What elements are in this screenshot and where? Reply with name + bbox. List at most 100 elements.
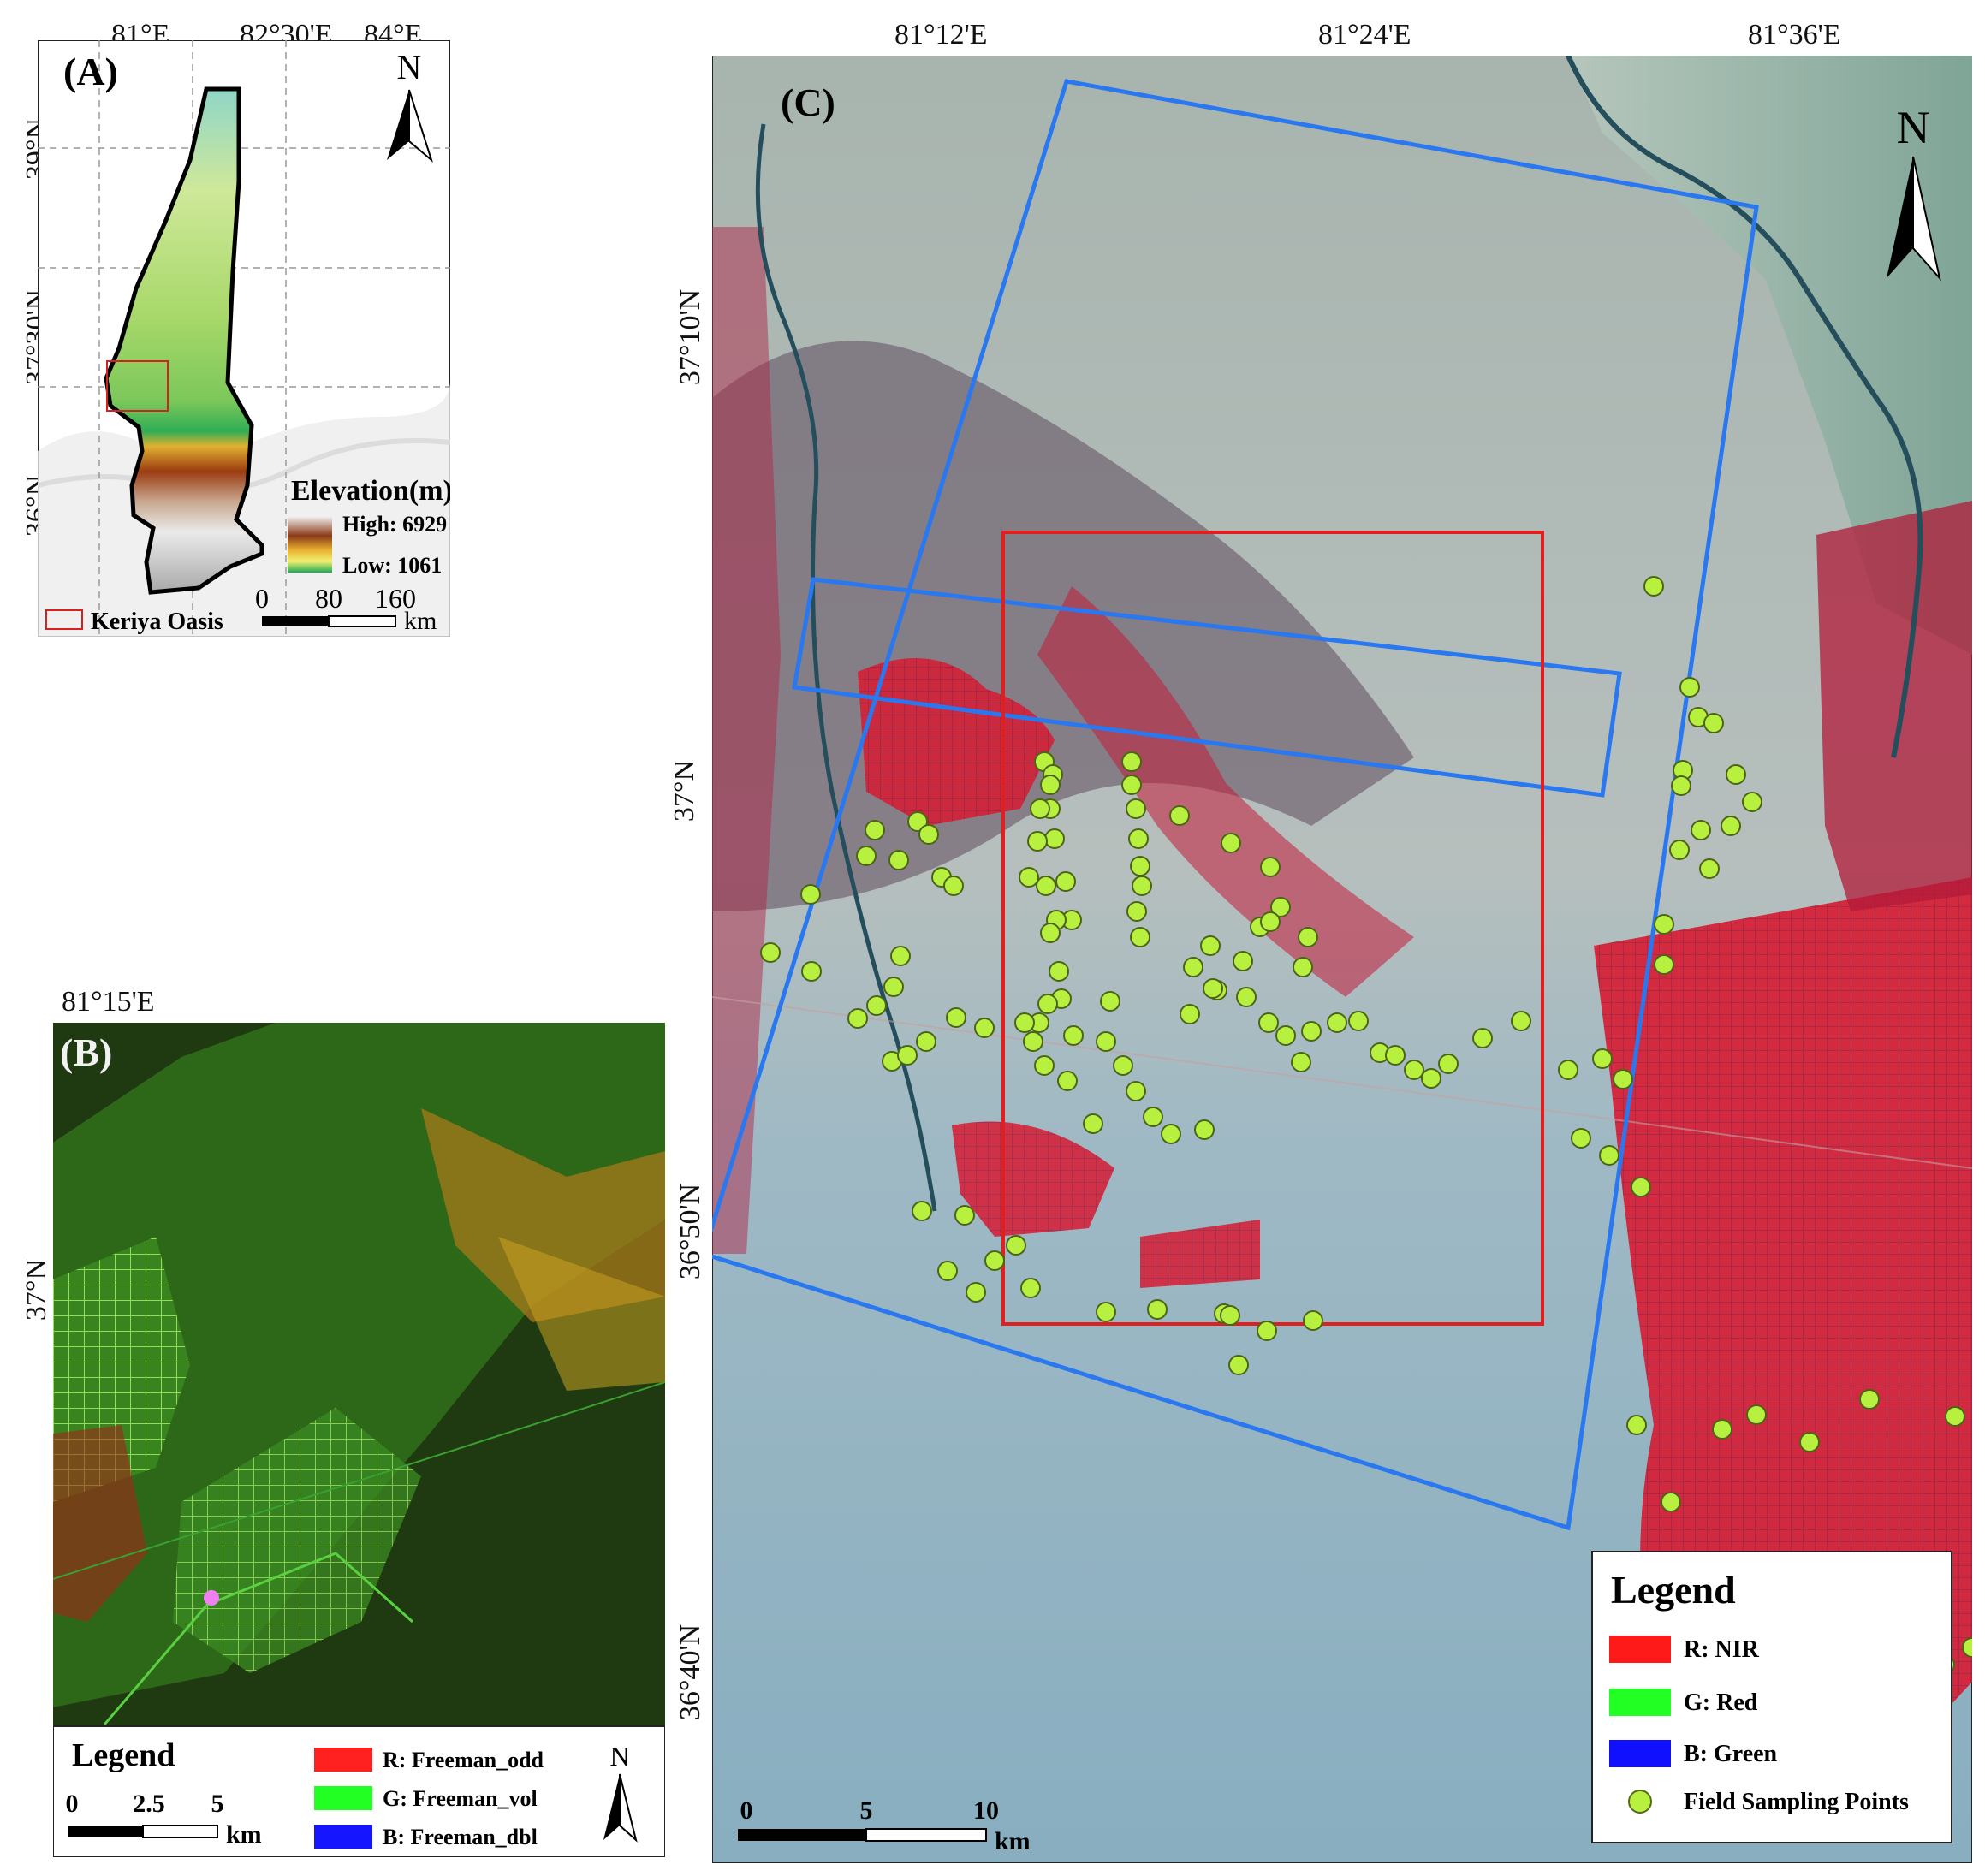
field-sampling-point: [1236, 987, 1257, 1007]
field-sampling-point: [1220, 1305, 1240, 1326]
elevation-high-label: High: 6929: [342, 512, 447, 537]
field-sampling-point: [954, 1205, 975, 1226]
panel-c-north-letter: N: [1897, 102, 1930, 153]
field-sampling-point: [966, 1282, 986, 1303]
panel-b-scale-bar-white: [142, 1825, 218, 1838]
panel-a-scale-160: 160: [375, 583, 416, 614]
field-sampling-point: [1293, 957, 1313, 977]
field-sampling-point: [1169, 805, 1190, 826]
elevation-ramp: [288, 516, 332, 573]
panel-c-legend-swatch-nir: [1609, 1636, 1671, 1663]
field-sampling-point: [1558, 1060, 1578, 1080]
field-sampling-point: [1049, 961, 1069, 982]
panel-b-red-zone: [53, 1425, 147, 1622]
field-sampling-point: [1161, 1124, 1181, 1144]
field-sampling-point: [907, 811, 928, 832]
keriya-oasis-box: [106, 360, 169, 412]
field-sampling-point: [1040, 923, 1061, 943]
field-sampling-point: [1799, 1432, 1820, 1452]
field-sampling-point: [1571, 1128, 1591, 1149]
keriya-legend-swatch: [45, 609, 83, 630]
field-sampling-point: [1962, 1637, 1972, 1658]
panel-c-north-arrow-right: [1912, 156, 1941, 282]
field-sampling-point: [1233, 951, 1253, 971]
field-sampling-point: [1691, 820, 1711, 840]
panel-c-legend-label-green: B: Green: [1684, 1741, 1778, 1767]
field-sampling-point: [1200, 935, 1221, 956]
field-sampling-point: [1438, 1054, 1459, 1074]
field-sampling-point: [943, 876, 964, 896]
panel-a-scale-unit: km: [404, 607, 437, 635]
panel-b-north-arrow-left: [603, 1774, 620, 1840]
field-sampling-point: [1126, 798, 1146, 819]
panel-b-scale-bar-black: [68, 1826, 143, 1837]
field-sampling-point: [1132, 876, 1152, 896]
field-sampling-point: [1613, 1069, 1633, 1089]
panel-c-legend-swatch-points: [1628, 1790, 1652, 1814]
field-sampling-point: [1057, 1071, 1078, 1091]
panel-c-veg-strip: [1037, 586, 1414, 997]
panel-c-cropland-s2: [1140, 1220, 1260, 1288]
field-sampling-point: [801, 961, 822, 982]
field-sampling-point: [1040, 775, 1061, 795]
panel-c-road: [712, 996, 1972, 1169]
field-sampling-point: [1472, 1028, 1493, 1048]
panel-c-legend-label-red: G: Red: [1684, 1689, 1758, 1716]
field-sampling-point: [1385, 1045, 1406, 1066]
field-sampling-point: [937, 1261, 958, 1281]
panel-c-cropland-s: [952, 1121, 1114, 1237]
field-sampling-point: [1030, 798, 1050, 819]
field-sampling-point: [1020, 1278, 1041, 1298]
panel-a-label: (A): [63, 50, 118, 93]
panel-c-scale-unit: km: [995, 1827, 1031, 1855]
field-sampling-point: [1183, 957, 1203, 977]
panel-c-left-tick-1: 37°10'N: [675, 288, 706, 386]
field-sampling-point: [1100, 991, 1120, 1012]
panel-a-north-arrow-left: [387, 90, 409, 160]
field-sampling-point: [1203, 978, 1223, 999]
field-sampling-point: [1726, 764, 1746, 785]
panel-b-fields-south: [173, 1408, 421, 1673]
panel-c-scale-bar-black: [738, 1829, 866, 1841]
field-sampling-point: [847, 1008, 868, 1029]
field-sampling-point: [890, 946, 911, 966]
panel-c-legend-label-points: Field Sampling Points: [1684, 1789, 1909, 1815]
panel-c-legend-label-nir: R: NIR: [1684, 1636, 1760, 1663]
field-sampling-point: [1669, 840, 1690, 860]
sar-footprint-north: [712, 79, 1759, 1531]
panel-b-legend-swatch-g: [314, 1786, 372, 1810]
elevation-low-label: Low: 1061: [342, 553, 442, 578]
field-sampling-point: [1036, 876, 1056, 896]
field-sampling-point: [1228, 1355, 1249, 1375]
field-sampling-point: [1275, 1025, 1296, 1046]
field-sampling-point: [1721, 816, 1741, 836]
field-sampling-point: [1143, 1107, 1163, 1127]
field-sampling-point: [1592, 1048, 1613, 1069]
field-sampling-point: [1126, 1081, 1146, 1101]
field-sampling-point: [1260, 857, 1281, 877]
field-sampling-point: [1631, 1177, 1651, 1197]
field-sampling-point: [856, 846, 877, 866]
panel-a-map: N Elevation(m) High: 6929 Low: 1061 0 80…: [38, 40, 450, 637]
panel-b-legend-label-g: G: Freeman_vol: [383, 1786, 538, 1811]
panel-c-legend-title: Legend: [1611, 1568, 1736, 1612]
sar-footprint-overlap: [792, 577, 1622, 798]
field-sampling-point: [1083, 1113, 1103, 1134]
field-sampling-point: [1654, 954, 1674, 975]
field-sampling-point: [1194, 1119, 1215, 1140]
field-sampling-point: [760, 942, 781, 963]
panel-c-cropland-nw: [858, 658, 1055, 826]
panel-c-scale-0: 0: [740, 1796, 753, 1825]
field-sampling-point: [1260, 911, 1281, 932]
field-sampling-point: [1023, 1031, 1043, 1052]
panel-a-scale-bar-white: [328, 615, 396, 627]
field-sampling-point: [1661, 1492, 1681, 1512]
field-sampling-point: [1257, 1321, 1277, 1341]
panel-c-left-tick-2: 37°N: [669, 759, 700, 822]
panel-b-bright-zone-ne: [421, 1108, 665, 1322]
field-sampling-point: [912, 1201, 932, 1221]
panel-c-scale-bar-white: [865, 1828, 987, 1842]
panel-c-cropland-east: [1816, 501, 1972, 911]
panel-c-left-tick-4: 36°40'N: [675, 1624, 706, 1721]
field-sampling-point: [1147, 1299, 1168, 1320]
